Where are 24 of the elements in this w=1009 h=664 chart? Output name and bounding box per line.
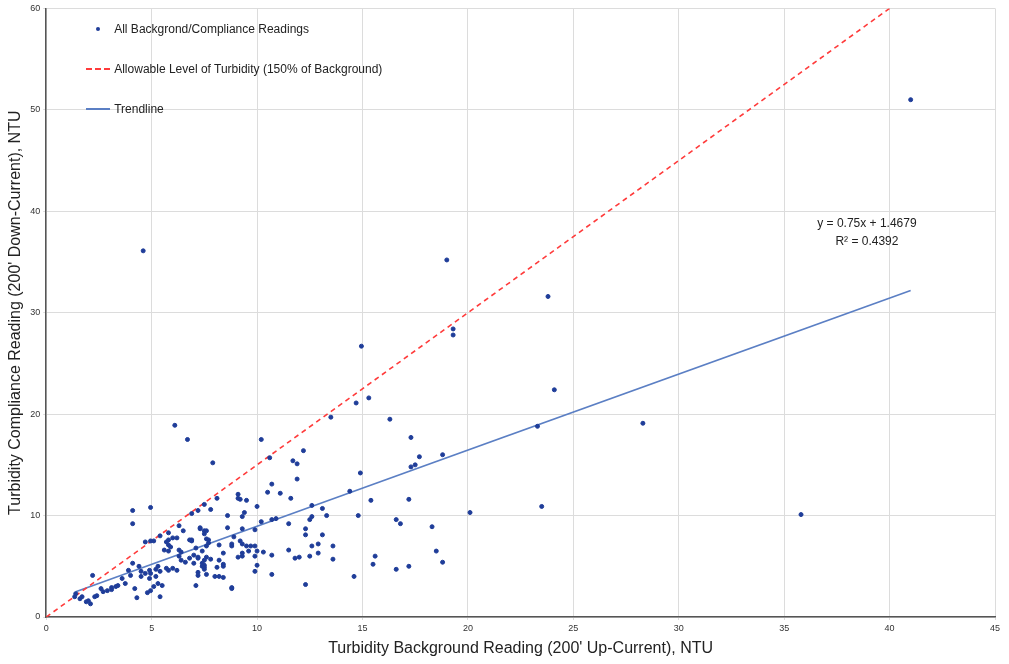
x-tick-label: 5 bbox=[149, 622, 155, 633]
annotation: R² = 0.4392 bbox=[835, 234, 899, 249]
y-tick-label: 0 bbox=[35, 611, 41, 622]
legend-label: Trendline bbox=[114, 102, 164, 117]
x-tick-label: 15 bbox=[357, 622, 368, 633]
y-axis-title: Turbidity Compliance Reading (200' Down-Current), NTU bbox=[6, 110, 24, 515]
y-tick-label: 20 bbox=[30, 408, 41, 419]
y-tick-label: 60 bbox=[30, 2, 41, 13]
legend-label: Allowable Level of Turbidity (150% of Background) bbox=[114, 62, 383, 77]
y-tick-label: 10 bbox=[30, 510, 41, 521]
x-tick-label: 45 bbox=[989, 622, 1001, 633]
x-tick-label: 35 bbox=[779, 622, 790, 633]
y-tick-label: 40 bbox=[30, 205, 41, 216]
x-tick-label: 30 bbox=[673, 622, 684, 633]
x-tick-label: 25 bbox=[568, 622, 579, 633]
y-tick-label: 50 bbox=[30, 104, 41, 115]
annotation: y = 0.75x + 1.4679 bbox=[817, 216, 917, 231]
x-tick-label: 20 bbox=[462, 622, 473, 633]
x-tick-label: 0 bbox=[43, 622, 49, 633]
x-tick-label: 10 bbox=[252, 622, 263, 633]
y-tick-label: 30 bbox=[30, 307, 41, 318]
x-tick-label: 40 bbox=[884, 622, 895, 633]
legend-label: All Backgrond/Compliance Readings bbox=[114, 22, 309, 37]
x-axis-title: Turbidity Background Reading (200' Up-Current), NTU bbox=[328, 638, 714, 656]
